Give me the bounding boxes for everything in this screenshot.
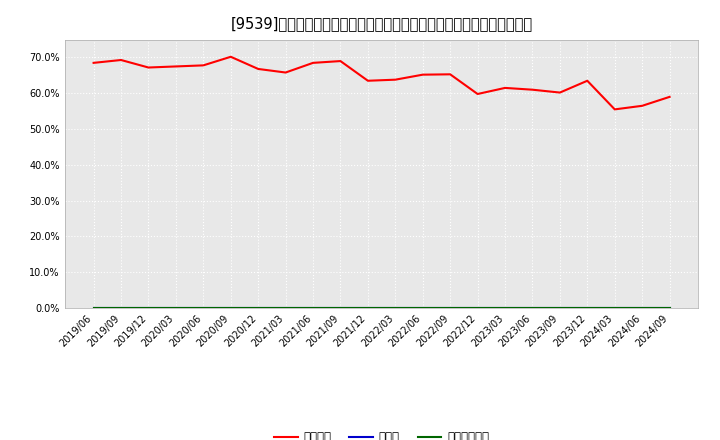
自己資本 — [418, 72, 427, 77]
繰延税金資産 — [171, 305, 180, 311]
のれん — [556, 305, 564, 311]
繰延税金資産 — [556, 305, 564, 311]
自己資本 — [638, 103, 647, 108]
のれん — [171, 305, 180, 311]
繰延税金資産 — [226, 305, 235, 311]
繰延税金資産 — [254, 305, 263, 311]
のれん — [309, 305, 318, 311]
自己資本 — [583, 78, 592, 84]
繰延税金資産 — [583, 305, 592, 311]
のれん — [473, 305, 482, 311]
繰延税金資産 — [117, 305, 125, 311]
のれん — [254, 305, 263, 311]
自己資本 — [611, 107, 619, 112]
のれん — [583, 305, 592, 311]
繰延税金資産 — [282, 305, 290, 311]
自己資本 — [89, 60, 98, 66]
繰延税金資産 — [638, 305, 647, 311]
自己資本 — [171, 64, 180, 69]
自己資本 — [336, 59, 345, 64]
のれん — [144, 305, 153, 311]
のれん — [500, 305, 509, 311]
自己資本 — [556, 90, 564, 95]
Title: [9539]　自己資本、のれん、繰延税金資産の総資産に対する比率の推移: [9539] 自己資本、のれん、繰延税金資産の総資産に対する比率の推移 — [230, 16, 533, 32]
自己資本 — [117, 57, 125, 62]
繰延税金資産 — [89, 305, 98, 311]
のれん — [665, 305, 674, 311]
繰延税金資産 — [500, 305, 509, 311]
自己資本 — [226, 54, 235, 59]
のれん — [638, 305, 647, 311]
のれん — [528, 305, 537, 311]
繰延税金資産 — [665, 305, 674, 311]
のれん — [117, 305, 125, 311]
繰延税金資産 — [446, 305, 454, 311]
のれん — [282, 305, 290, 311]
自己資本 — [254, 66, 263, 72]
自己資本 — [446, 72, 454, 77]
繰延税金資産 — [144, 305, 153, 311]
繰延税金資産 — [473, 305, 482, 311]
自己資本 — [309, 60, 318, 66]
繰延税金資産 — [418, 305, 427, 311]
繰延税金資産 — [611, 305, 619, 311]
繰延税金資産 — [309, 305, 318, 311]
自己資本 — [665, 94, 674, 99]
自己資本 — [528, 87, 537, 92]
のれん — [418, 305, 427, 311]
繰延税金資産 — [336, 305, 345, 311]
のれん — [226, 305, 235, 311]
自己資本 — [199, 63, 207, 68]
のれん — [446, 305, 454, 311]
繰延税金資産 — [364, 305, 372, 311]
繰延税金資産 — [391, 305, 400, 311]
のれん — [199, 305, 207, 311]
のれん — [391, 305, 400, 311]
自己資本 — [473, 92, 482, 97]
Line: 自己資本: 自己資本 — [94, 57, 670, 110]
自己資本 — [144, 65, 153, 70]
自己資本 — [364, 78, 372, 84]
のれん — [336, 305, 345, 311]
繰延税金資産 — [199, 305, 207, 311]
のれん — [364, 305, 372, 311]
のれん — [89, 305, 98, 311]
のれん — [611, 305, 619, 311]
自己資本 — [500, 85, 509, 91]
Legend: 自己資本, のれん, 繰延税金資産: 自己資本, のれん, 繰延税金資産 — [269, 427, 494, 440]
繰延税金資産 — [528, 305, 537, 311]
自己資本 — [282, 70, 290, 75]
自己資本 — [391, 77, 400, 82]
